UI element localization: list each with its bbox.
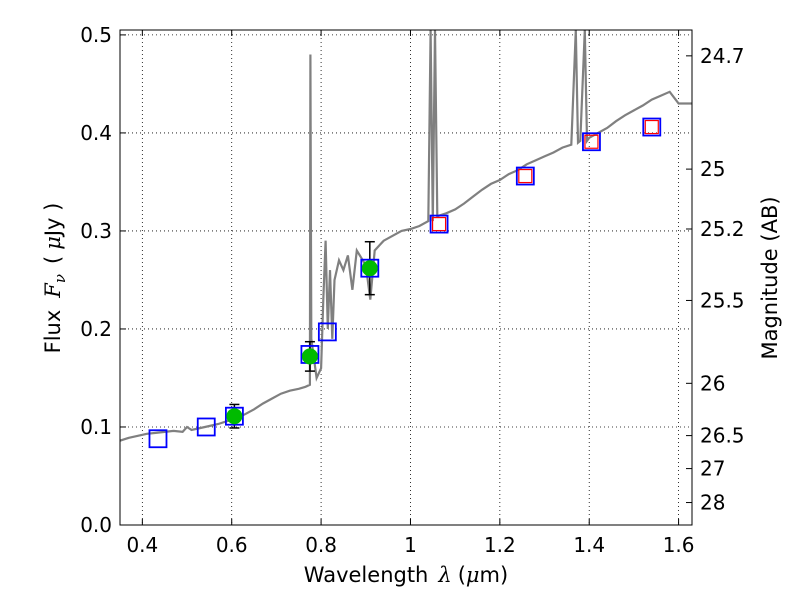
model-box-marker (582, 132, 601, 152)
y2-tick-label: 28 (700, 491, 725, 515)
model-box-marker (515, 166, 535, 186)
template-spectrum-line (120, 30, 692, 442)
x-axis-label-text: Wavelength (304, 563, 429, 587)
prediction-box-marker (644, 119, 659, 135)
y-axis-label-mu: μ (41, 236, 65, 250)
model-box-marker (317, 322, 337, 342)
x-tick-label: 0.6 (216, 533, 248, 557)
y2-tick-label: 25.5 (700, 288, 745, 312)
y-axis-label-paren: ( (41, 256, 65, 264)
data-points-group (148, 117, 662, 449)
y-tick-label: 0.0 (80, 513, 112, 537)
model-box-marker (429, 214, 449, 234)
x-tick-label: 1.6 (663, 533, 695, 557)
y2-axis-label: Magnitude (AB) (758, 196, 782, 359)
x-axis-label-unit: m) (480, 563, 509, 587)
model-box-marker (148, 429, 168, 449)
model-box-marker (360, 258, 380, 278)
x-axis-label-mu: μ (466, 563, 480, 587)
y2-tick-label: 26 (700, 371, 725, 395)
model-box-marker (642, 117, 662, 137)
errorbar-group (229, 240, 375, 429)
axis-ticks: 0.4 0.6 0.8 1 1.2 1.4 1.6 0.0 0.1 0.2 0.3 0.4 0.5 24.… (80, 23, 744, 557)
grid-lines (120, 30, 692, 525)
observed-point (361, 260, 378, 277)
y-tick-label: 0.2 (80, 317, 112, 341)
y2-tick-label: 24.7 (700, 44, 745, 68)
x-tick-label: 0.4 (126, 533, 158, 557)
x-tick-label: 1.4 (573, 533, 605, 557)
y2-tick-label: 26.5 (700, 424, 745, 448)
observed-point (226, 408, 243, 425)
template-spectrum-group (120, 30, 692, 442)
x-tick-label: 1 (404, 533, 417, 557)
prediction-box-marker (431, 216, 447, 232)
y-axis-label-text: Flux (41, 310, 65, 354)
x-tick-label: 0.8 (305, 533, 337, 557)
y-axis-label: Flux Fν ( μJy ) (41, 203, 69, 354)
x-axis-label-paren: ( (458, 563, 466, 587)
model-box-marker (224, 406, 244, 426)
y-tick-label: 0.1 (80, 415, 112, 439)
y2-tick-label: 27 (700, 457, 725, 481)
prediction-box-marker (518, 168, 533, 184)
observed-point (301, 348, 318, 365)
y-axis-label-unit: Jy ) (41, 203, 65, 239)
plot-frame (119, 29, 693, 526)
y2-tick-label: 25 (700, 157, 725, 181)
x-axis-label-symbol: λ (437, 563, 451, 587)
y-tick-label: 0.5 (80, 23, 112, 47)
x-tick-label: 1.2 (484, 533, 516, 557)
y2-tick-label: 25.2 (700, 217, 745, 241)
model-box-marker (196, 417, 216, 437)
y-tick-label: 0.4 (80, 121, 112, 145)
y-axis-label-subscript: ν (51, 274, 69, 283)
y-tick-label: 0.3 (80, 219, 112, 243)
y-axis-label-symbol: F (41, 282, 65, 299)
x-axis-label: Wavelength λ (μm) (304, 563, 508, 587)
prediction-box-marker (584, 134, 599, 149)
